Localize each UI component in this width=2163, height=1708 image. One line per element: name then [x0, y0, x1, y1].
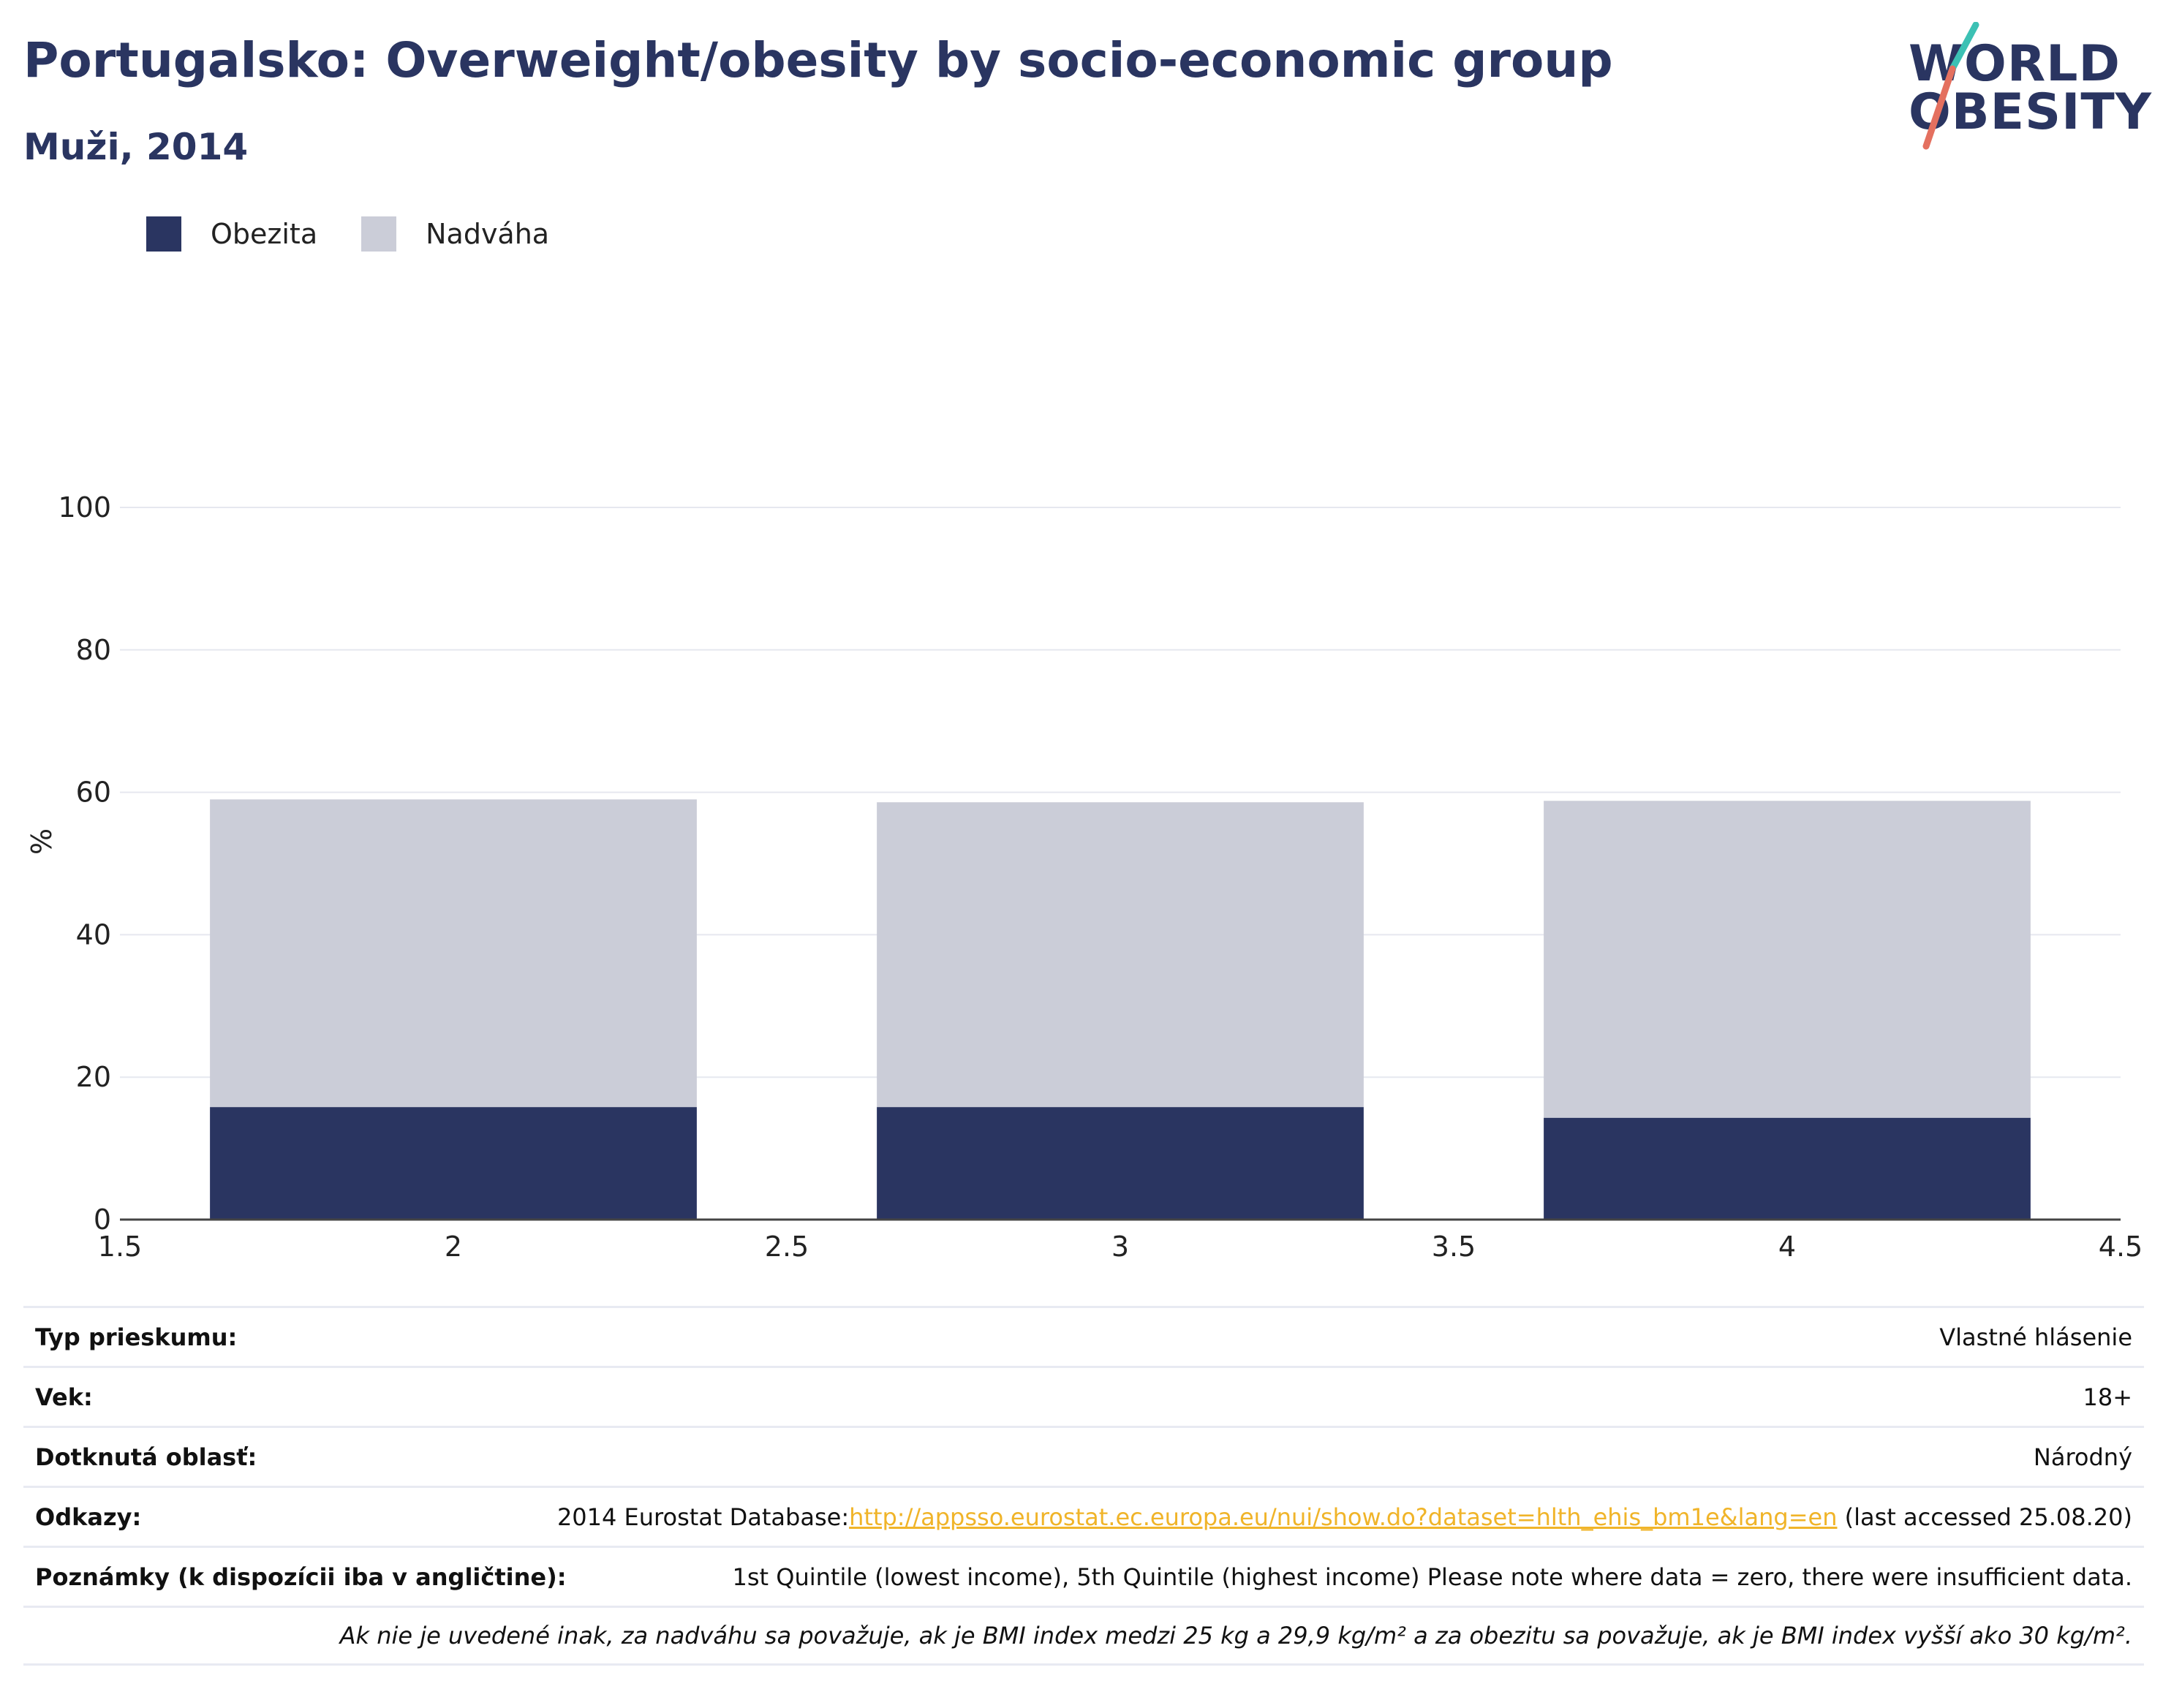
reference-suffix: (last accessed 25.08.20) — [1837, 1503, 2132, 1531]
x-tick-label: 4.5 — [2099, 1231, 2143, 1263]
x-tick-label: 2.5 — [765, 1231, 809, 1263]
bar-obesity[interactable] — [877, 1107, 1364, 1220]
info-row-notes: Poznámky (k dispozícii iba v angličtine)… — [23, 1546, 2144, 1606]
logo-word-obesity: OBESITY — [1909, 83, 2152, 141]
info-row-references: Odkazy: 2014 Eurostat Database:http://ap… — [23, 1486, 2144, 1546]
info-table: Typ prieskumu: Vlastné hlásenie Vek: 18+… — [23, 1306, 2144, 1666]
bar-chart: 0 20 40 60 80 100 1.5 2 2.5 3 3.5 4 4.5% — [26, 491, 2143, 1263]
chart-subtitle: Muži, 2014 — [23, 126, 249, 168]
info-value-notes: 1st Quintile (lowest income), 5th Quinti… — [732, 1562, 2133, 1591]
legend-swatch-obesity — [146, 216, 181, 252]
bar-overweight[interactable] — [210, 799, 697, 1108]
x-tick-label: 4 — [1778, 1231, 1796, 1263]
bar-overweight[interactable] — [1544, 801, 2031, 1118]
y-tick-label: 100 — [58, 491, 111, 524]
logo-slash-icon — [1922, 22, 1979, 150]
info-row-survey-type: Typ prieskumu: Vlastné hlásenie — [23, 1306, 2144, 1366]
info-value-survey-type: Vlastné hlásenie — [1939, 1323, 2132, 1351]
info-label-notes: Poznámky (k dispozícii iba v angličtine)… — [35, 1562, 567, 1591]
info-value-age: 18+ — [2083, 1383, 2132, 1411]
chart-title: Portugalsko: Overweight/obesity by socio… — [23, 32, 1613, 88]
info-row-age: Vek: 18+ — [23, 1366, 2144, 1426]
legend-label-overweight: Nadváha — [426, 218, 550, 250]
x-tick-label: 3.5 — [1432, 1231, 1476, 1263]
logo-word-world: WORLD — [1909, 35, 2121, 93]
legend-swatch-overweight — [361, 216, 397, 252]
info-label-age: Vek: — [35, 1383, 93, 1411]
y-tick-label: 0 — [94, 1203, 111, 1236]
info-row-footnote: Ak nie je uvedené inak, za nadváhu sa po… — [23, 1606, 2144, 1666]
y-tick-label: 80 — [76, 634, 111, 666]
info-value-area: Národný — [2033, 1443, 2132, 1471]
y-axis-label: % — [26, 828, 58, 855]
info-value-references: 2014 Eurostat Database:http://appsso.eur… — [557, 1503, 2132, 1531]
bar-overweight[interactable] — [877, 802, 1364, 1108]
info-row-area: Dotknutá oblasť: Národný — [23, 1426, 2144, 1486]
y-tick-label: 60 — [76, 776, 111, 809]
chart-bars — [210, 799, 2031, 1220]
x-tick-label: 2 — [445, 1231, 462, 1263]
chart-legend: Obezita Nadváha — [146, 216, 593, 252]
footnote-bmi-definition: Ak nie je uvedené inak, za nadváhu sa po… — [339, 1622, 2132, 1650]
world-obesity-logo: WORLD OBESITY — [1909, 22, 2152, 154]
reference-link[interactable]: http://appsso.eurostat.ec.europa.eu/nui/… — [849, 1503, 1838, 1531]
info-label-references: Odkazy: — [35, 1503, 142, 1531]
y-tick-label: 40 — [76, 918, 111, 951]
info-label-area: Dotknutá oblasť: — [35, 1443, 257, 1471]
x-tick-label: 1.5 — [98, 1231, 142, 1263]
chart-axes: 0 20 40 60 80 100 1.5 2 2.5 3 3.5 4 4.5% — [26, 491, 2143, 1263]
bar-obesity[interactable] — [210, 1107, 697, 1220]
x-tick-label: 3 — [1111, 1231, 1129, 1263]
info-label-survey-type: Typ prieskumu: — [35, 1323, 238, 1351]
legend-item-overweight[interactable]: Nadváha — [361, 216, 549, 252]
reference-prefix: 2014 Eurostat Database: — [556, 1503, 850, 1531]
bar-obesity[interactable] — [1544, 1117, 2031, 1220]
y-tick-label: 20 — [76, 1061, 111, 1093]
legend-label-obesity: Obezita — [211, 218, 318, 250]
legend-item-obesity[interactable]: Obezita — [146, 216, 317, 252]
